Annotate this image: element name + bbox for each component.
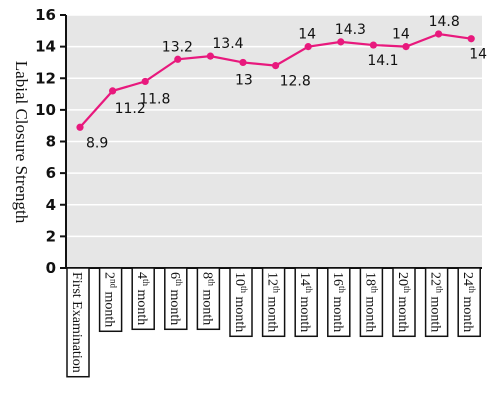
x-category-label: 10th month [229, 267, 253, 338]
data-label: 14.3 [335, 22, 366, 38]
x-category-text: 22th month [428, 272, 445, 332]
data-points [76, 30, 475, 131]
data-point [76, 123, 84, 131]
data-label: 8.9 [86, 135, 108, 151]
x-category-label: 16th month [327, 267, 351, 338]
x-category-box [359, 267, 384, 338]
data-point [109, 87, 117, 95]
y-axis-ticks: 0 2 4 6 8 10 12 14 16 [35, 6, 66, 277]
data-point [402, 43, 410, 51]
data-label: 11.8 [139, 91, 170, 107]
data-point [174, 55, 182, 63]
data-label: 11.2 [115, 101, 146, 117]
data-label: 14.1 [367, 53, 398, 69]
x-category-label: 20th month [392, 267, 416, 338]
x-category-label: 2nd month [98, 267, 123, 333]
data-point [435, 30, 443, 38]
x-category-text: 20th month [395, 272, 412, 332]
x-category-text: 8th month [199, 272, 216, 325]
y-tick-label: 4 [46, 196, 56, 214]
data-label: 14.5 [469, 47, 488, 63]
data-point [272, 62, 280, 70]
gridlines [66, 14, 482, 238]
x-category-label: 18th month [359, 267, 384, 338]
x-category-box [457, 267, 481, 338]
data-label: 13.2 [162, 39, 193, 55]
x-category-box [229, 267, 253, 338]
y-tick-label: 14 [35, 38, 56, 56]
data-point [304, 43, 312, 51]
x-category-text: 6th month [167, 272, 184, 325]
x-category-label: 14th month [294, 267, 318, 338]
x-category-label: 6th month [164, 267, 188, 331]
data-point [467, 35, 475, 43]
data-label: 14 [298, 27, 316, 43]
x-axis-category-labels: First Examination 2nd month 4th month 6th m… [66, 267, 481, 378]
data-label: 12.8 [280, 74, 311, 90]
data-label: 14 [392, 27, 410, 43]
x-category-box [131, 267, 155, 331]
x-category-text: 24th month [460, 272, 477, 332]
x-category-label: First Examination [66, 267, 90, 378]
y-tick-label: 12 [35, 69, 56, 87]
x-category-label: 4th month [131, 267, 155, 331]
x-category-text: 10th month [232, 272, 249, 332]
x-category-box [164, 267, 188, 331]
y-tick-label: 16 [35, 6, 56, 24]
x-category-text: 2nd month [102, 272, 119, 327]
x-category-text: 18th month [362, 272, 379, 332]
x-category-box [261, 267, 286, 338]
data-label: 14.8 [429, 14, 460, 30]
x-category-box [392, 267, 416, 338]
x-category-box [424, 267, 449, 338]
data-label: 13.4 [212, 36, 243, 52]
x-category-box [327, 267, 351, 338]
x-category-text: First Examination [69, 272, 84, 373]
x-category-box [66, 267, 90, 378]
data-point [337, 38, 345, 46]
x-category-text: 12th month [265, 272, 282, 332]
y-tick-label: 6 [46, 164, 56, 182]
y-tick-label: 10 [35, 101, 56, 119]
x-category-label: 8th month [196, 267, 221, 331]
y-axis-title: Labial Closure Strength [12, 61, 31, 224]
x-category-text: 4th month [134, 272, 151, 325]
x-category-box [98, 267, 123, 333]
y-tick-label: 8 [46, 133, 56, 151]
data-point [239, 58, 247, 67]
data-label: 13 [235, 72, 253, 88]
x-category-label: 22th month [424, 267, 449, 338]
data-point [206, 52, 214, 60]
x-category-box [196, 267, 221, 331]
data-point [141, 77, 149, 86]
x-category-label: 12th month [261, 267, 286, 338]
y-tick-label: 0 [46, 259, 56, 277]
x-category-text: 14th month [297, 272, 314, 332]
x-category-text: 16th month [330, 272, 347, 332]
data-point [369, 41, 377, 49]
x-category-box [294, 267, 318, 338]
x-category-label: 24th month [457, 267, 481, 338]
data-labels: 8.9 11.211.8 13.2 13.4 13 12.8 14 14.314.1 14 14.… [86, 14, 488, 151]
y-tick-label: 2 [46, 227, 56, 245]
